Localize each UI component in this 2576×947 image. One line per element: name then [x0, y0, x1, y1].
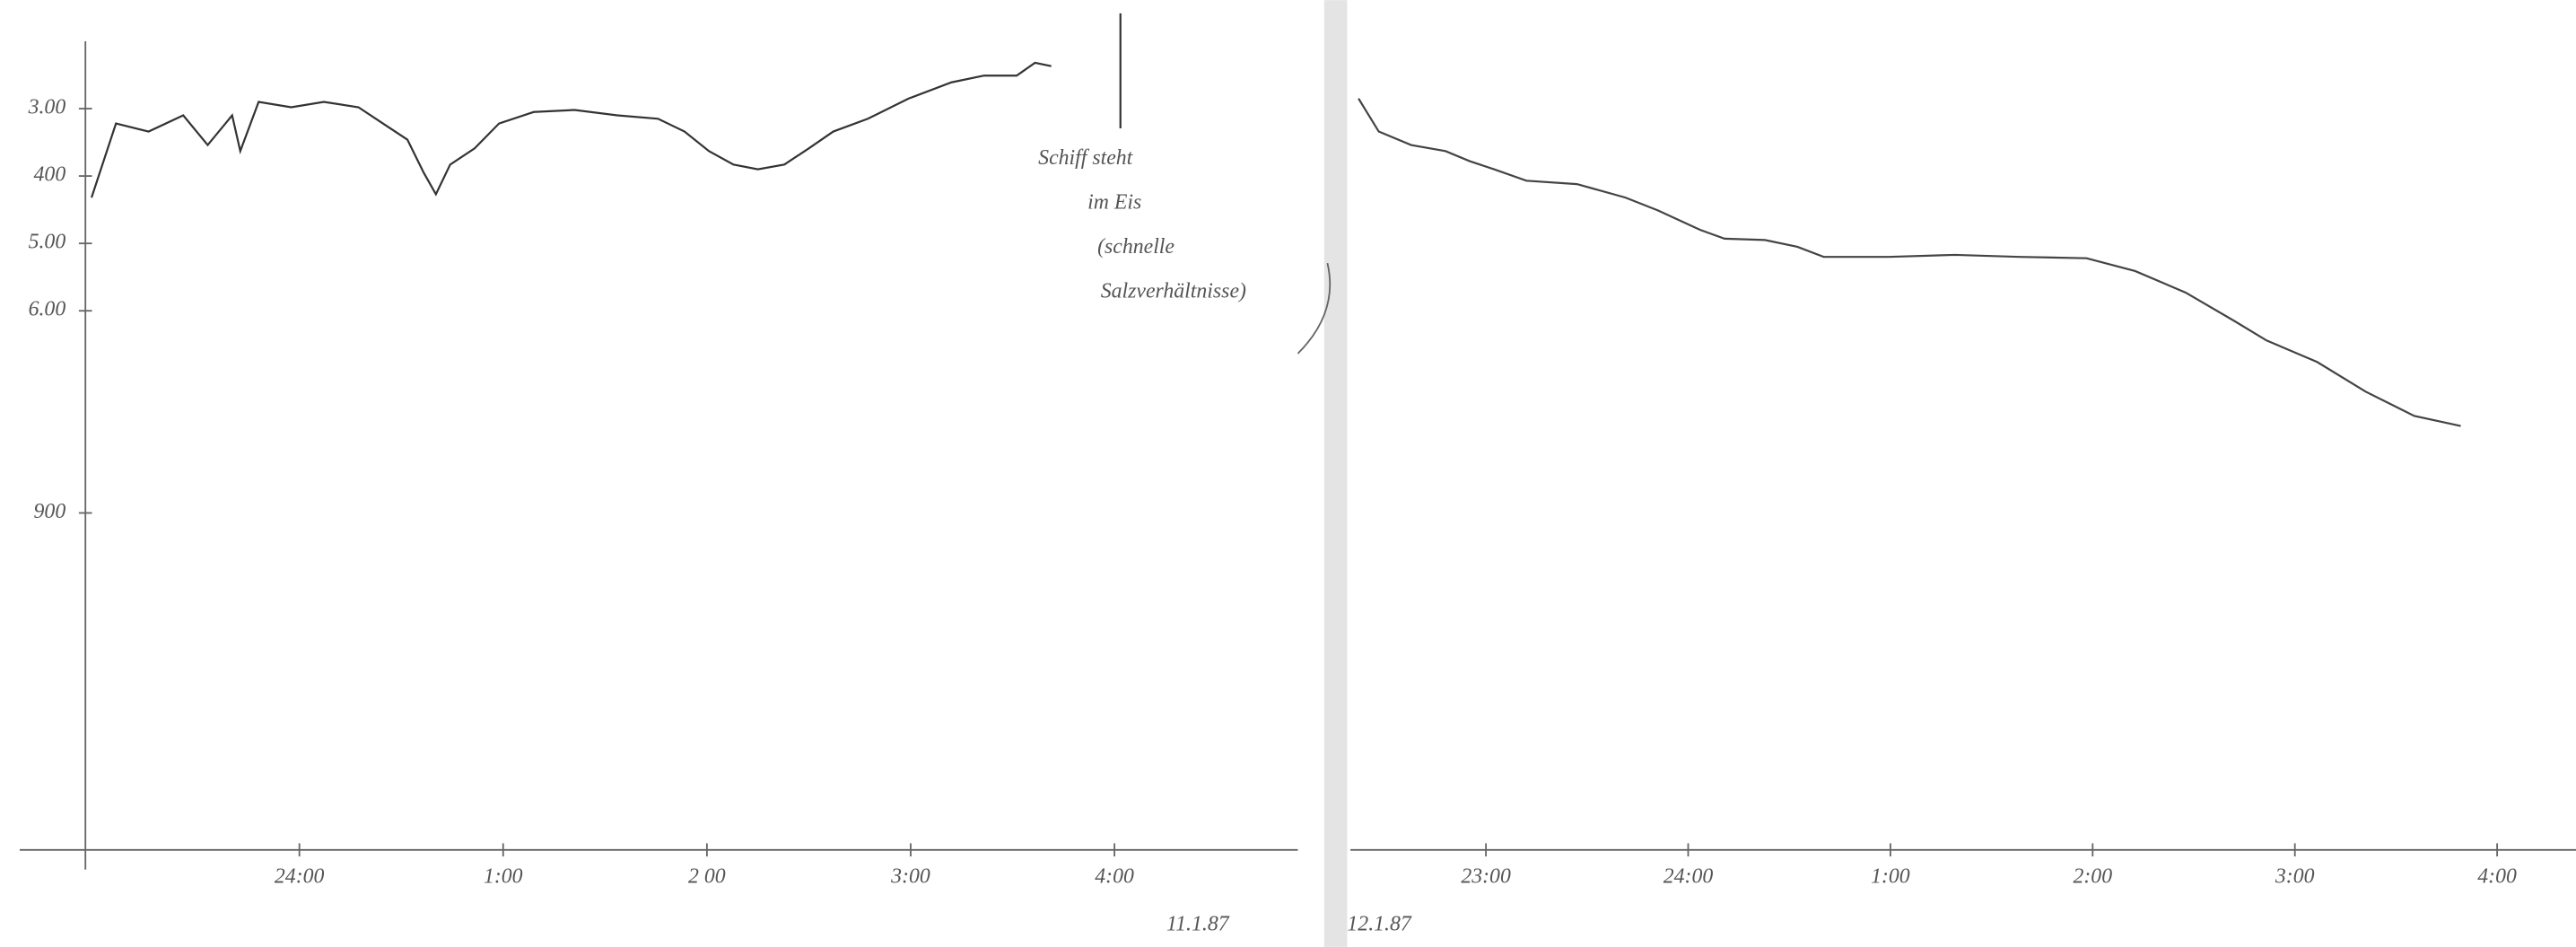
y-tick-label: 5.00 — [29, 231, 66, 254]
y-tick-label: 400 — [34, 163, 66, 187]
page-fold — [1323, 0, 1348, 947]
x-tick-label: 1:00 — [1871, 864, 1910, 888]
x-tick-label: 24:00 — [1663, 864, 1714, 888]
x-tick-label: 3:00 — [890, 864, 930, 888]
annotation: Salzverhältnisse) — [1101, 280, 1246, 303]
x-tick-label: 4:00 — [1095, 864, 1134, 888]
x-tick-label: 24:00 — [275, 864, 325, 888]
data-line — [90, 61, 1052, 198]
date-label: 11.1.87 — [1166, 912, 1230, 935]
y-tick-label: 900 — [34, 500, 66, 523]
y-tick-label: 6.00 — [29, 298, 66, 321]
x-tick-label: 3:00 — [2275, 864, 2315, 888]
x-tick-label: 2:00 — [2073, 864, 2112, 888]
date-label: 12.1.87 — [1347, 912, 1411, 935]
annotation: (schnelle — [1097, 235, 1174, 259]
x-tick-label: 4:00 — [2477, 864, 2517, 888]
x-tick-label: 2 00 — [688, 864, 726, 888]
annotation: im Eis — [1087, 191, 1141, 215]
annotation: Schiff steht — [1038, 146, 1133, 170]
x-tick-label: 1:00 — [484, 864, 523, 888]
bracket — [1297, 262, 1332, 355]
x-tick-label: 23:00 — [1461, 864, 1511, 888]
data-line — [1358, 98, 2461, 427]
y-tick-label: 3.00 — [28, 95, 66, 118]
